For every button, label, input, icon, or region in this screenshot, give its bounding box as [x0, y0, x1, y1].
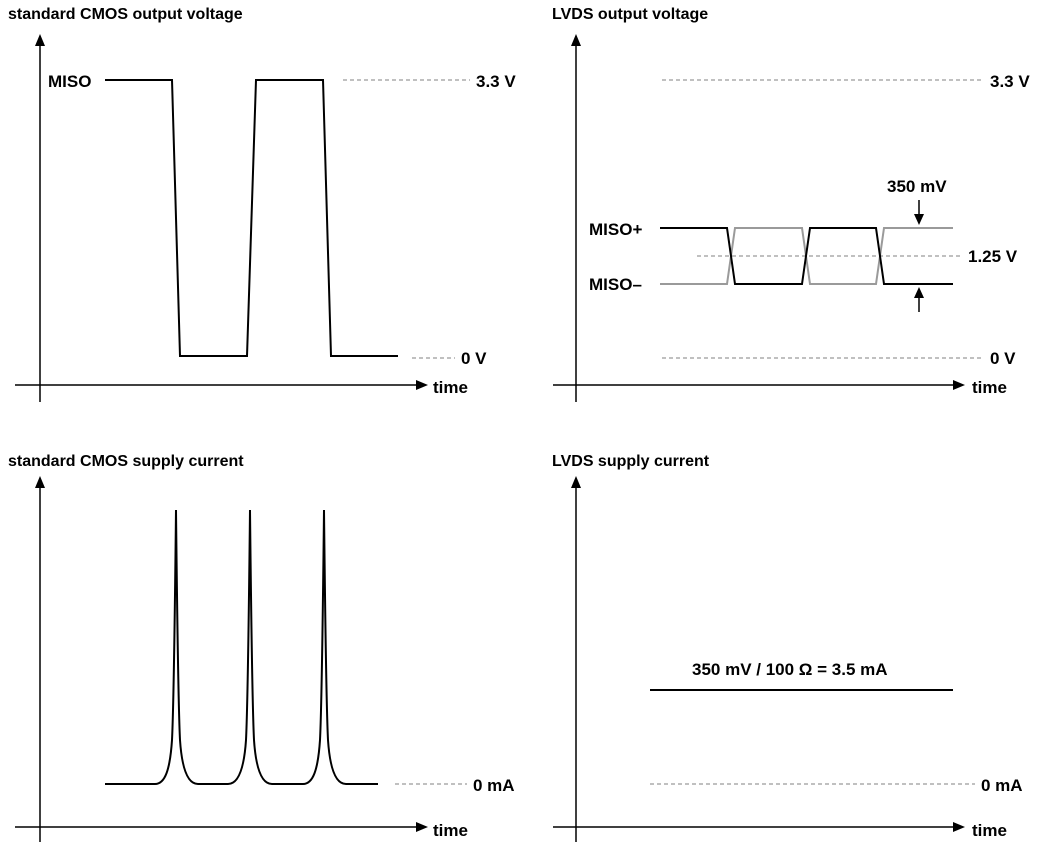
swing-label: 350 mV: [887, 177, 947, 196]
panel-lvds-output-voltage: LVDS output voltage time 3.3 V 1.25 V 0 …: [552, 6, 1030, 402]
x-axis-label: time: [972, 821, 1007, 840]
y-axis-arrow-icon: [571, 476, 581, 488]
panel-cmos-supply-current: standard CMOS supply current time 0 mA: [8, 453, 515, 842]
y-axis-arrow-icon: [571, 34, 581, 46]
x-axis-arrow-icon: [416, 822, 428, 832]
zero-current-label: 0 mA: [981, 776, 1023, 795]
x-axis-label: time: [433, 821, 468, 840]
high-level-label: 3.3 V: [476, 72, 516, 91]
zero-current-label: 0 mA: [473, 776, 515, 795]
low-level-label: 0 V: [461, 349, 487, 368]
signal-neg-label: MISO–: [589, 275, 642, 294]
swing-arrow-up-icon: [914, 287, 924, 298]
common-mode-label: 1.25 V: [968, 247, 1018, 266]
lvds-true-waveform: [660, 227, 953, 285]
x-axis-label: time: [433, 378, 468, 397]
cmos-current-spikes: [105, 509, 378, 785]
panel-title: standard CMOS supply current: [8, 453, 244, 470]
panel-title: LVDS output voltage: [552, 6, 708, 23]
x-axis-label: time: [972, 378, 1007, 397]
signal-label: MISO: [48, 72, 91, 91]
panel-cmos-output-voltage: standard CMOS output voltage time MISO 3…: [8, 6, 516, 402]
swing-arrow-down-icon: [914, 214, 924, 225]
x-axis-arrow-icon: [416, 380, 428, 390]
x-axis-arrow-icon: [953, 380, 965, 390]
signal-pos-label: MISO+: [589, 220, 642, 239]
high-level-label: 3.3 V: [990, 72, 1030, 91]
current-formula-label: 350 mV / 100 Ω = 3.5 mA: [692, 660, 888, 679]
y-axis-arrow-icon: [35, 476, 45, 488]
y-axis-arrow-icon: [35, 34, 45, 46]
panel-lvds-supply-current: LVDS supply current time 350 mV / 100 Ω …: [552, 453, 1023, 842]
panel-title: standard CMOS output voltage: [8, 6, 243, 23]
panel-title: LVDS supply current: [552, 453, 710, 470]
low-level-label: 0 V: [990, 349, 1016, 368]
x-axis-arrow-icon: [953, 822, 965, 832]
cmos-output-waveform: [105, 79, 398, 357]
